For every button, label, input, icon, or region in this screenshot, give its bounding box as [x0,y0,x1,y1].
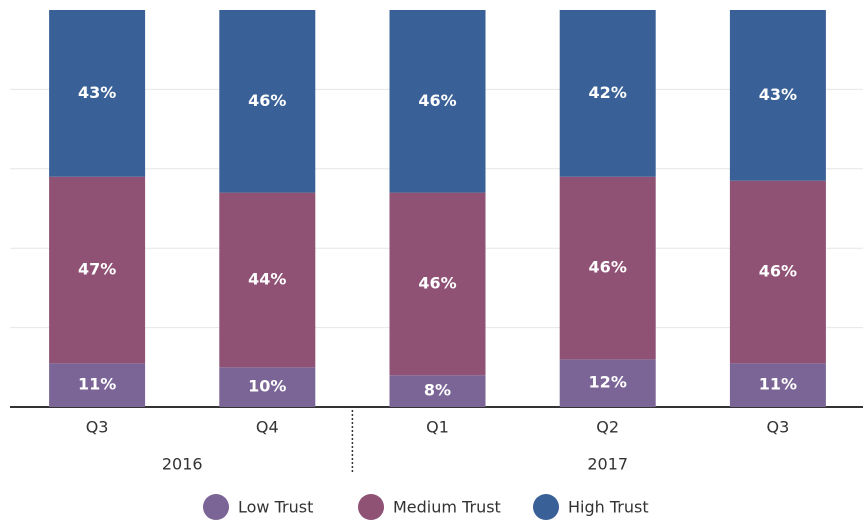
data-label: 46% [418,273,456,292]
x-tick-label: Q1 [426,418,449,437]
bar-segment [729,180,826,364]
data-label: 42% [589,83,627,102]
bar-segment [219,367,316,407]
data-label: 46% [759,262,797,281]
bar-segment [559,176,656,360]
data-label: 8% [424,381,451,400]
bar-segment [49,10,146,177]
group-label: 2016 [162,455,203,474]
x-tick-label: Q3 [86,418,109,437]
data-label: 11% [78,375,116,394]
data-label: 43% [78,83,116,102]
bar-segment [389,10,486,193]
legend-label: High Trust [568,498,649,517]
data-label: 44% [248,269,286,288]
x-tick-label: Q2 [596,418,619,437]
data-label: 47% [78,260,116,279]
data-label: 43% [759,85,797,104]
bar-segment [389,375,486,407]
data-label: 46% [248,91,286,110]
data-label: 10% [248,377,286,396]
legend-marker [533,494,559,520]
legend-marker [358,494,384,520]
data-label: 12% [589,373,627,392]
data-label: 46% [589,258,627,277]
bar-segment [219,192,316,368]
legend-label: Medium Trust [393,498,501,517]
bar-segment [49,176,146,364]
bar-segment [389,192,486,376]
data-label: 11% [759,375,797,394]
bar-segment [49,363,146,407]
legend-label: Low Trust [238,498,313,517]
bar-segment [219,10,316,193]
x-tick-label: Q4 [256,418,279,437]
bar-segment [729,363,826,407]
legend-marker [203,494,229,520]
x-tick-label: Q3 [767,418,790,437]
bar-segment [559,10,656,177]
group-label: 2017 [587,455,628,474]
bar-segment [729,10,826,181]
bar-segment [559,359,656,407]
data-label: 46% [418,91,456,110]
